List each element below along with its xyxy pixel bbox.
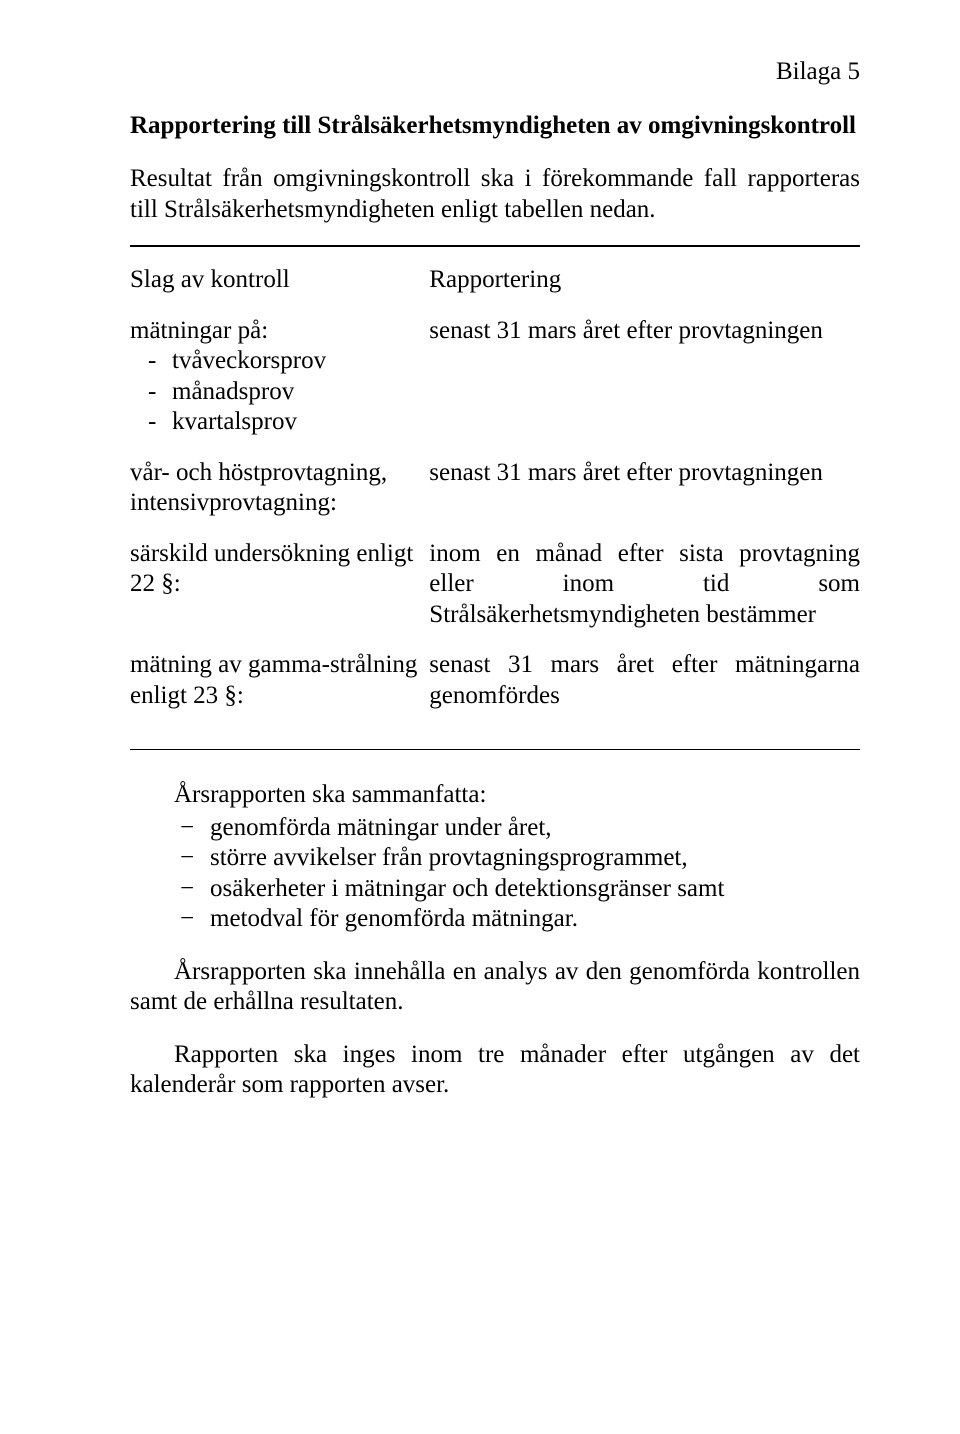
row-right: inom en månad efter sista provtagning el… [429, 539, 860, 651]
page-heading: Rapportering till Strålsäkerhetsmyndighe… [130, 112, 860, 140]
table-row: vår- och höstprovtagning, intensivprovta… [130, 458, 429, 539]
appendix-label: Bilaga 5 [130, 58, 860, 86]
summary-block: Årsrapporten ska sammanfatta: genomförda… [130, 780, 860, 935]
divider-top [130, 245, 860, 247]
list-item: metodval för genomförda mätningar. [210, 904, 860, 935]
table-row: särskild undersökning enligt 22 §: [130, 539, 429, 651]
list-item: större avvikelser från provtagningsprogr… [210, 843, 860, 874]
row-left-list: tvåveckorsprov månadsprov kvartalsprov [130, 346, 419, 438]
list-item: månadsprov [172, 377, 419, 408]
reporting-table: Slag av kontroll Rapportering mätningar … [130, 265, 860, 731]
paragraph-deadline: Rapporten ska inges inom tre månader eft… [130, 1040, 860, 1101]
row-left-label: mätningar på: [130, 316, 419, 347]
divider-bottom [130, 749, 860, 750]
row-right: senast 31 mars året efter provtagningen [429, 316, 860, 458]
summary-lead: Årsrapporten ska sammanfatta: [174, 780, 860, 811]
table-row: mätningar på: tvåveckorsprov månadsprov … [130, 316, 429, 458]
table-row: mätning av gamma-strålning enligt 23 §: [130, 650, 429, 731]
list-item: osäkerheter i mätningar och detektionsgr… [210, 874, 860, 905]
list-item: kvartalsprov [172, 407, 419, 438]
list-item: genomförda mätningar under året, [210, 813, 860, 844]
paragraph-analysis: Årsrapporten ska innehålla en analys av … [130, 957, 860, 1018]
table-header-right: Rapportering [429, 265, 860, 316]
list-item: tvåveckorsprov [172, 346, 419, 377]
table-header-left: Slag av kontroll [130, 265, 429, 316]
row-right: senast 31 mars året efter mätningarna ge… [429, 650, 860, 731]
summary-list: genomförda mätningar under året, större … [174, 813, 860, 935]
intro-paragraph: Resultat från omgivningskontroll ska i f… [130, 164, 860, 225]
row-right: senast 31 mars året efter provtagningen [429, 458, 860, 539]
